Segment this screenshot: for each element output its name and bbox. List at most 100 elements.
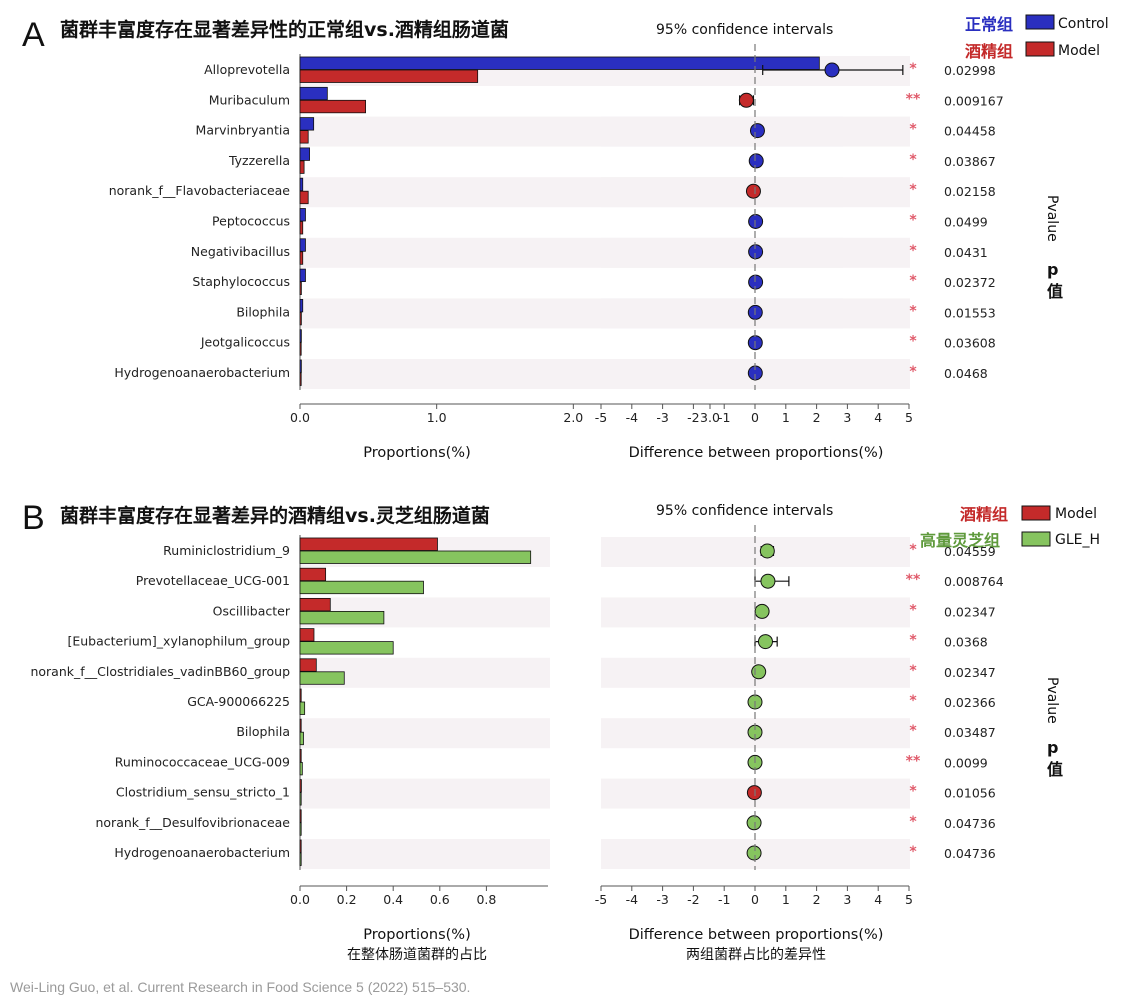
diff-point bbox=[746, 815, 762, 831]
diff-point bbox=[748, 153, 764, 169]
bar-model bbox=[299, 160, 305, 174]
bar-gle-h bbox=[299, 822, 302, 836]
significance-star: * bbox=[909, 61, 917, 77]
bar-control bbox=[299, 208, 306, 222]
bar-model bbox=[299, 372, 302, 386]
diff-x-tick-label: -4 bbox=[626, 892, 639, 907]
significance-star: * bbox=[909, 633, 917, 649]
legend-a-model-label: Model bbox=[1058, 43, 1100, 59]
taxon-label: Clostridium_sensu_stricto_1 bbox=[116, 785, 290, 800]
panel-a-letter: A bbox=[22, 16, 45, 54]
significance-star: * bbox=[909, 663, 917, 679]
diff-point bbox=[760, 573, 776, 589]
pvalue-text: 0.0368 bbox=[944, 635, 988, 650]
bar-model bbox=[299, 779, 302, 793]
diff-point bbox=[751, 664, 767, 680]
bar-model bbox=[299, 718, 302, 733]
taxon-label: Alloprevotella bbox=[204, 62, 290, 77]
pvalue-text: 0.02372 bbox=[944, 275, 996, 290]
pvalue-text: 0.03608 bbox=[944, 336, 996, 351]
bar-x-tick-label: 0.4 bbox=[383, 892, 403, 907]
significance-star: * bbox=[909, 334, 917, 350]
bar-control bbox=[299, 117, 315, 131]
pvalue-text: 0.03867 bbox=[944, 154, 996, 169]
taxon-label: Jeotgalicoccus bbox=[200, 335, 290, 350]
bar-gle-h bbox=[299, 701, 306, 715]
pvalue-text: 0.03487 bbox=[944, 725, 996, 740]
bar-gle-h bbox=[299, 550, 532, 564]
panel-b-legend: 酒精组 Model 高量灵芝组 GLE_H bbox=[920, 505, 1100, 550]
taxon-label: [Eubacterium]_xylanophilum_group bbox=[67, 634, 290, 649]
pvalue-text: 0.04736 bbox=[944, 846, 996, 861]
panel-b-xlabel-sub: 在整体肠道菌群的占比 bbox=[347, 947, 487, 963]
bar-stripe bbox=[300, 778, 550, 809]
bar-control bbox=[299, 329, 302, 343]
diff-x-tick-label: 2 bbox=[813, 892, 821, 907]
pvalue-text: 0.02998 bbox=[944, 63, 996, 78]
bar-model bbox=[299, 342, 302, 356]
bar-model bbox=[299, 809, 302, 823]
taxon-label: Prevotellaceae_UCG-001 bbox=[136, 573, 290, 588]
panel-a-diff-xlabel: Difference between proportions(%) bbox=[629, 445, 884, 461]
diff-point bbox=[748, 214, 764, 229]
bar-model bbox=[299, 251, 304, 265]
bar-gle-h bbox=[299, 731, 304, 746]
pvalue-text: 0.008764 bbox=[944, 574, 1004, 589]
bar-control bbox=[299, 298, 304, 313]
bar-gle-h bbox=[299, 580, 424, 595]
significance-star: * bbox=[909, 182, 917, 198]
panel-b-letter: B bbox=[22, 499, 45, 537]
panel-a-legend: 正常组 Control 酒精组 Model bbox=[965, 14, 1109, 61]
bar-model bbox=[299, 281, 302, 296]
pvalue-text: 0.02158 bbox=[944, 184, 996, 199]
bar-model bbox=[299, 311, 302, 326]
bar-control bbox=[299, 147, 310, 161]
bar-model bbox=[299, 598, 331, 612]
diff-x-tick-label: 1 bbox=[782, 892, 790, 907]
panel-b-diff-xlabel: Difference between proportions(%) bbox=[629, 927, 884, 943]
taxon-label: norank_f__Desulfovibrionaceae bbox=[95, 815, 290, 830]
panel-b-diff-xlabel-sub: 两组菌群占比的差异性 bbox=[686, 947, 826, 963]
significance-star: * bbox=[909, 152, 917, 168]
panel-b-pvalue-p: p bbox=[1047, 738, 1058, 757]
bar-model bbox=[299, 628, 315, 642]
diff-point bbox=[738, 92, 754, 108]
taxon-label: Hydrogenoanaerobacterium bbox=[114, 365, 290, 380]
significance-star: ** bbox=[906, 572, 921, 588]
diff-point bbox=[748, 274, 764, 290]
significance-star: * bbox=[909, 273, 917, 289]
legend-a-control-cn: 正常组 bbox=[965, 15, 1013, 34]
bar-control bbox=[299, 359, 302, 373]
pvalue-text: 0.009167 bbox=[944, 93, 1004, 108]
significance-star: * bbox=[909, 784, 917, 800]
panel-a-pvalue-zhi: 值 bbox=[1047, 282, 1063, 301]
bar-model bbox=[299, 839, 302, 853]
bar-gle-h bbox=[299, 762, 303, 776]
panel-a-ci-title: 95% confidence intervals bbox=[656, 22, 833, 38]
bar-control bbox=[299, 238, 306, 252]
bar-x-tick-label: 2.0 bbox=[563, 410, 583, 425]
taxon-label: Ruminococcaceae_UCG-009 bbox=[115, 754, 290, 769]
significance-star: * bbox=[909, 844, 917, 860]
significance-star: ** bbox=[906, 91, 921, 107]
significance-star: * bbox=[909, 602, 917, 618]
diff-x-tick-label: -5 bbox=[595, 410, 607, 425]
diff-x-tick-label: -2 bbox=[687, 892, 699, 907]
taxon-label: Peptococcus bbox=[212, 214, 290, 229]
pvalue-text: 0.04458 bbox=[944, 124, 996, 139]
bar-control bbox=[299, 268, 306, 283]
pvalue-text: 0.02347 bbox=[944, 665, 996, 680]
source-credit: Wei-Ling Guo, et al. Current Research in… bbox=[10, 979, 470, 995]
panel-b-pvalue-title: Pvalue bbox=[1044, 677, 1060, 724]
significance-star: ** bbox=[906, 753, 921, 769]
taxon-label: Ruminiclostridium_9 bbox=[163, 543, 290, 558]
legend-b-model-label: Model bbox=[1055, 506, 1097, 522]
taxon-label: Bilophila bbox=[236, 304, 290, 319]
taxon-label: Muribaculum bbox=[209, 92, 290, 107]
taxon-label: Negativibacillus bbox=[191, 244, 290, 259]
legend-b-model-swatch bbox=[1021, 505, 1051, 521]
legend-a-model-swatch bbox=[1025, 41, 1055, 57]
diff-x-tick-label: 4 bbox=[874, 410, 882, 425]
significance-star: * bbox=[909, 723, 917, 739]
